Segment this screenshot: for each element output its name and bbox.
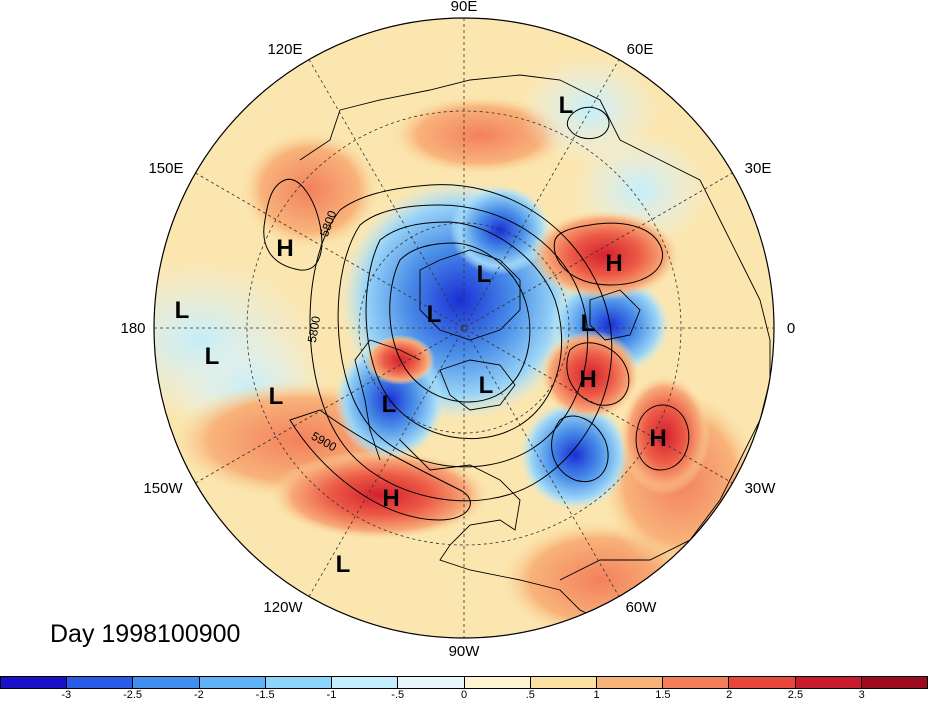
colorbar-tick-label: 2.5 — [787, 689, 804, 701]
high-pressure-marker: H — [605, 250, 622, 277]
high-pressure-marker: H — [276, 235, 293, 262]
date-label: Day 1998100900 — [50, 620, 241, 648]
low-pressure-marker: L — [427, 301, 442, 328]
longitude-label: 60E — [627, 41, 654, 58]
low-pressure-marker: L — [477, 261, 492, 288]
colorbar-segment — [398, 677, 465, 688]
colorbar-tick-label: 1 — [593, 689, 600, 701]
colorbar-tick-label: .5 — [525, 689, 535, 701]
colorbar-tick-label: -2 — [193, 689, 204, 701]
colorbar-segment — [1, 677, 68, 688]
colorbar-segment — [265, 677, 333, 688]
high-pressure-marker: H — [579, 366, 596, 393]
longitude-label: 180 — [120, 320, 145, 337]
colorbar-segment — [67, 677, 134, 688]
colorbar-segment — [133, 677, 200, 688]
low-pressure-marker: L — [581, 310, 596, 337]
map-border — [153, 17, 775, 639]
low-pressure-marker: L — [559, 92, 574, 119]
longitude-label: 60W — [626, 599, 658, 616]
colorbar-ticks: -3 -2.5 -2 -1.5 -1 -.5 0 .5 1 1.5 2 2.5 3 — [0, 689, 928, 703]
longitude-label: 120W — [263, 599, 303, 616]
longitude-label: 30E — [745, 160, 772, 177]
colorbar — [0, 676, 928, 689]
low-pressure-marker: L — [175, 297, 190, 324]
colorbar-segment — [199, 677, 266, 688]
colorbar-segment — [729, 677, 796, 688]
colorbar-tick-label: -1.5 — [255, 689, 275, 701]
colorbar-tick-label: -1 — [326, 689, 337, 701]
longitude-label: 120E — [267, 41, 302, 58]
colorbar-tick-label: -.5 — [391, 689, 405, 701]
longitude-labels: 90E 60E 30E 0 30W 60W 90W 120W 150W 180 150E 120E — [120, 0, 795, 660]
colorbar-segment — [861, 677, 928, 688]
colorbar-tick-label: 0 — [460, 689, 468, 701]
high-pressure-marker: H — [649, 425, 666, 452]
longitude-label: 150E — [148, 160, 183, 177]
colorbar-tick-label: -2.5 — [123, 689, 143, 701]
anomaly-field — [154, 18, 774, 638]
low-pressure-marker: L — [382, 391, 397, 418]
longitude-label: 0 — [787, 320, 795, 337]
colorbar-segment — [332, 677, 399, 688]
height-contours — [263, 106, 690, 521]
low-pressure-marker: L — [269, 383, 284, 410]
colorbar-segment — [596, 677, 664, 688]
colorbar-segment — [663, 677, 730, 688]
colorbar-segment — [795, 677, 862, 688]
low-pressure-marker: L — [205, 343, 220, 370]
colorbar-tick-label: 2 — [726, 689, 733, 701]
low-pressure-marker: L — [336, 551, 351, 578]
colorbar-tick-label: 1.5 — [655, 689, 671, 701]
colorbar-segment — [464, 677, 531, 688]
longitude-label: 150W — [143, 480, 183, 497]
colorbar-segment — [530, 677, 597, 688]
longitude-label: 90W — [449, 643, 481, 660]
graticule — [154, 18, 774, 638]
longitude-label: 30W — [745, 480, 777, 497]
low-pressure-marker: L — [479, 372, 494, 399]
high-pressure-marker: H — [382, 485, 399, 512]
longitude-label: 90E — [451, 0, 478, 15]
colorbar-tick-label: 3 — [858, 689, 865, 701]
colorbar-tick-label: -3 — [61, 689, 72, 701]
contour-label: 5800 — [305, 315, 323, 344]
